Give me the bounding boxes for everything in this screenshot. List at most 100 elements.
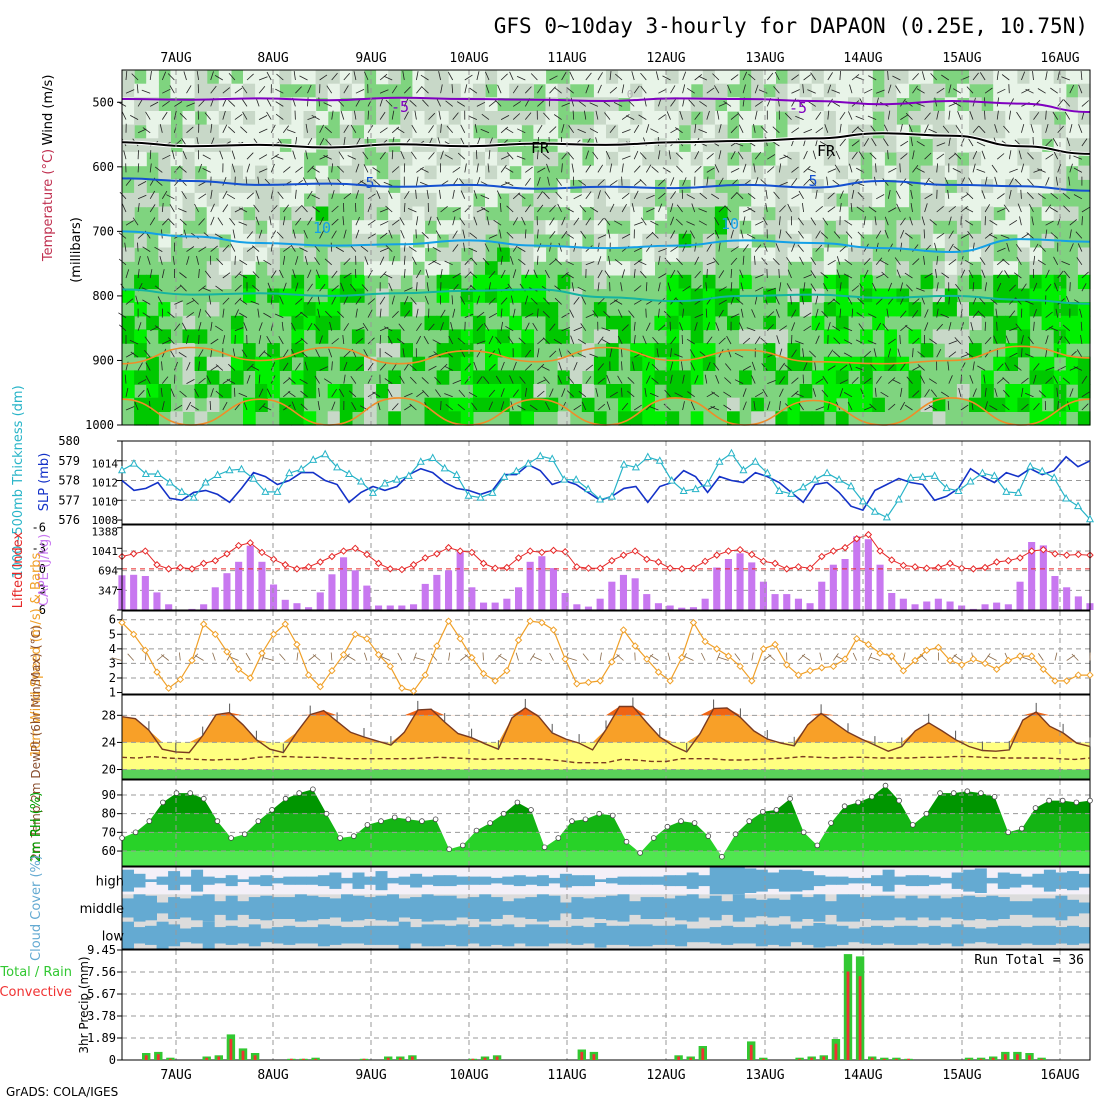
wind-barb (317, 295, 320, 305)
rh-cell (388, 329, 401, 344)
wind-barb (367, 233, 376, 239)
cape-bar (678, 607, 686, 610)
wind-barb (1073, 167, 1083, 173)
rh-cell (509, 384, 522, 399)
li-tick-2: 0 (39, 562, 46, 576)
li-point (818, 552, 826, 561)
wind-barb (790, 295, 792, 305)
wind-barb (1069, 124, 1073, 133)
precip-conv-bar (689, 1057, 693, 1060)
rh-cell (218, 192, 232, 208)
wind-barb (815, 230, 821, 239)
wind-barb (668, 150, 671, 160)
cloud-high-bar (836, 876, 849, 885)
rh-cell (315, 206, 329, 221)
rh-cell (424, 411, 438, 426)
wind-barb (1081, 138, 1088, 147)
cape-bar (818, 581, 826, 610)
wind-barb (355, 326, 365, 332)
rh-cell (884, 302, 897, 317)
rh-cell (751, 261, 764, 276)
rh-cell (690, 411, 704, 426)
slp-point (894, 494, 903, 503)
rh-cell (339, 179, 353, 194)
rh-cell (267, 206, 280, 221)
rh-cell (848, 111, 861, 126)
wind-barb (737, 151, 744, 160)
rh-cell (460, 165, 474, 180)
slp-point (787, 489, 796, 497)
wind-barb (419, 181, 429, 186)
rh2m-tick-2: 80 (102, 807, 116, 821)
wind-barb (186, 311, 195, 318)
wind-barb (319, 335, 323, 345)
rh-cell (448, 83, 462, 98)
rh-point (1073, 799, 1080, 806)
rh-cell (376, 111, 389, 126)
cloud-middle-bar (283, 897, 296, 919)
wind10-point (911, 656, 919, 665)
wind-barb (149, 400, 151, 411)
rh-cell (315, 315, 329, 331)
wind-barb (621, 361, 623, 371)
wind-barb (507, 336, 514, 345)
rh-cell (1041, 274, 1055, 290)
rh-cell (690, 329, 704, 344)
precip-conv-bar (144, 1055, 148, 1060)
wind-barb (404, 404, 413, 411)
rh-cell (993, 83, 1006, 98)
rh-cell (521, 302, 534, 317)
rh-cell (472, 97, 486, 112)
cape-bar (141, 576, 149, 610)
wind-barb (585, 364, 594, 371)
rh-cell (823, 124, 837, 139)
wind-barb (803, 312, 812, 318)
wind-barb (638, 260, 647, 266)
ua-ylabel-mb: (millibars) (69, 217, 84, 283)
wind-barb (246, 73, 254, 81)
wind-barb (682, 374, 685, 384)
wind-barb (1009, 168, 1018, 173)
wind-barb (210, 338, 219, 345)
slp-point (835, 475, 844, 483)
wind-barb (590, 206, 599, 213)
wind-barb (403, 362, 410, 371)
wind-barb (740, 282, 744, 292)
wind-barb (460, 296, 466, 305)
wind-barb (307, 283, 313, 292)
wind-barb (154, 246, 163, 252)
wind-barb (340, 110, 345, 120)
wind-barb (614, 299, 623, 305)
wind-barb (155, 179, 163, 186)
wind-barb (753, 401, 756, 411)
rh-cell (896, 288, 910, 303)
rh-cell (872, 165, 885, 180)
slp-point (990, 471, 999, 479)
rh-cell (690, 151, 704, 167)
rh-cell (436, 124, 450, 139)
wind-barb (681, 361, 683, 371)
cloud-middle-bar (202, 894, 215, 922)
wind-barb (234, 327, 244, 332)
wind-barb (763, 243, 768, 252)
rh-cell (860, 111, 873, 126)
rh-cell (533, 124, 547, 139)
wind-barb (343, 272, 352, 279)
wind-barb (544, 269, 550, 279)
wind10-point (619, 626, 628, 634)
rh-cell (872, 151, 885, 167)
wind-barb (542, 153, 550, 160)
cloud-middle-bar (871, 895, 883, 921)
wind-barb (686, 338, 695, 345)
rh-cell (412, 192, 426, 208)
wind-barb (578, 100, 587, 107)
cloud-middle-bar (882, 895, 895, 921)
wind-barb (775, 296, 780, 305)
wind-barb (791, 309, 797, 318)
wind-barb (509, 71, 514, 81)
cloud-high-bar (675, 875, 688, 887)
rh-cell (618, 192, 631, 208)
wind-barb (839, 308, 842, 318)
rh-cell (860, 302, 873, 317)
rh-cell (593, 274, 607, 290)
